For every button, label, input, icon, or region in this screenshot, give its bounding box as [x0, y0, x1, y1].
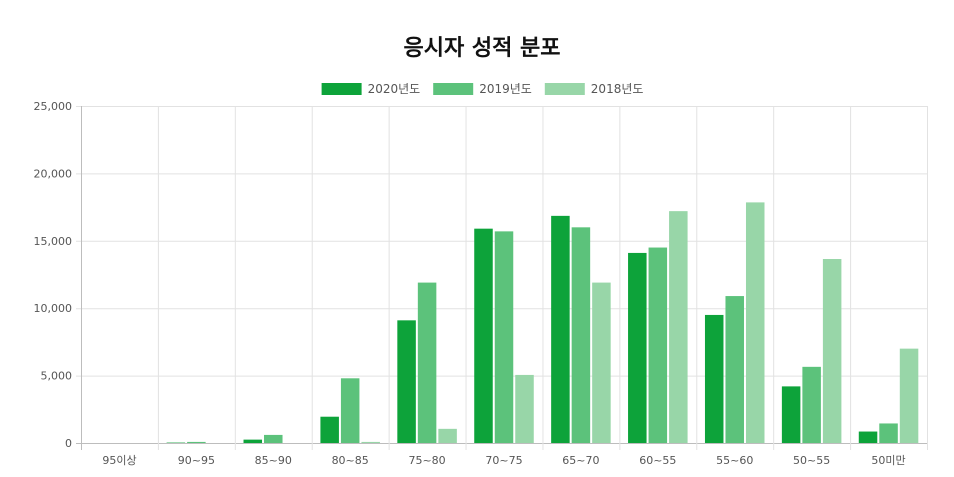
bar [704, 314, 724, 443]
legend-label: 2019년도 [479, 82, 532, 96]
bar [417, 282, 437, 443]
bar [243, 439, 263, 443]
bar [474, 228, 493, 443]
x-tick-label: 50미만 [871, 454, 905, 467]
chart-title: 응시자 성적 분포 [404, 36, 561, 61]
bar [515, 374, 534, 443]
y-tick-label: 20,000 [34, 167, 73, 180]
y-tick-label: 10,000 [34, 302, 73, 315]
bar [397, 320, 416, 443]
x-tick-label: 55~60 [716, 454, 753, 467]
bar [438, 428, 457, 443]
bar [802, 366, 821, 443]
legend-label: 2018년도 [591, 82, 644, 96]
y-tick-label: 15,000 [34, 235, 73, 248]
axes: 0 5,000 10,000 15,000 20,000 25,000 95이상 90~95 8… [34, 100, 906, 467]
bar [187, 441, 206, 443]
x-tick-label: 85~90 [255, 454, 292, 467]
x-tick-label: 90~95 [178, 454, 215, 467]
y-tick-label: 25,000 [34, 100, 73, 113]
bar [592, 282, 611, 443]
bar [781, 386, 801, 443]
bar [745, 202, 765, 443]
bar [648, 247, 668, 443]
x-tick-label: 50~55 [793, 454, 830, 467]
bar [340, 378, 360, 443]
legend-swatch [544, 83, 585, 95]
bar [899, 348, 919, 443]
bar [879, 423, 898, 443]
bar [494, 231, 514, 443]
legend-label: 2020년도 [368, 82, 421, 96]
x-tick-label: 70~75 [485, 454, 522, 467]
y-tick-label: 0 [65, 437, 72, 450]
bar [858, 431, 878, 443]
x-tick-label: 75~80 [408, 454, 445, 467]
bar [361, 441, 380, 443]
legend-swatch [433, 83, 474, 95]
bar [822, 258, 842, 443]
grid [76, 106, 928, 450]
y-tick-label: 5,000 [41, 370, 73, 383]
bar [628, 252, 647, 443]
legend: 2020년도 2019년도 2018년도 [321, 82, 644, 96]
bar [571, 227, 591, 443]
bar [264, 434, 283, 443]
legend-swatch [321, 83, 362, 95]
x-tick-label: 65~70 [562, 454, 599, 467]
bar [669, 211, 688, 443]
bar [551, 215, 570, 443]
x-tick-label: 80~85 [332, 454, 369, 467]
x-tick-label: 60~55 [639, 454, 676, 467]
bar [725, 296, 744, 443]
bars [166, 202, 919, 443]
x-tick-label: 95이상 [102, 454, 136, 467]
bar [320, 416, 339, 443]
